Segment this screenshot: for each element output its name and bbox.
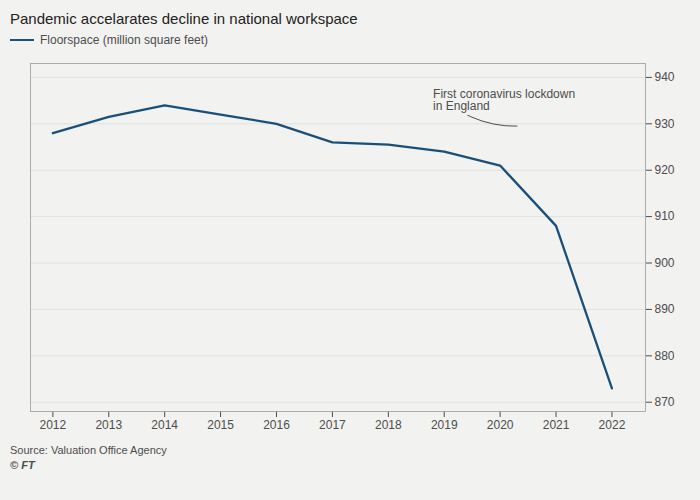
- html-text:© FT: © FT: [10, 458, 35, 471]
- svg-text:2022: 2022: [599, 418, 626, 432]
- svg-text:2015: 2015: [207, 418, 234, 432]
- svg-text:900: 900: [655, 256, 675, 270]
- svg-text:2020: 2020: [487, 418, 514, 432]
- html-text:Floorspace (million square fee: Floorspace (million square feet): [40, 33, 209, 47]
- svg-text:930: 930: [655, 117, 675, 131]
- html-text:Source: Valuation Office Agenc: Source: Valuation Office Agency: [10, 444, 167, 456]
- svg-text:2017: 2017: [319, 418, 346, 432]
- svg-text:870: 870: [655, 395, 675, 409]
- svg-text:2021: 2021: [543, 418, 570, 432]
- svg-text:2019: 2019: [431, 418, 458, 432]
- html-text:Pandemic accelarates decline i: Pandemic accelarates decline in national…: [10, 10, 358, 27]
- svg-text:910: 910: [655, 209, 675, 223]
- svg-text:920: 920: [655, 163, 675, 177]
- svg-text:2012: 2012: [40, 418, 67, 432]
- svg-text:940: 940: [655, 70, 675, 84]
- svg-text:2014: 2014: [151, 418, 178, 432]
- svg-text:2013: 2013: [95, 418, 122, 432]
- svg-text:2016: 2016: [263, 418, 290, 432]
- svg-text:2018: 2018: [375, 418, 402, 432]
- svg-text:890: 890: [655, 302, 675, 316]
- svg-text:880: 880: [655, 349, 675, 363]
- svg-text:First coronavirus lockdownin E: First coronavirus lockdownin England: [433, 87, 575, 113]
